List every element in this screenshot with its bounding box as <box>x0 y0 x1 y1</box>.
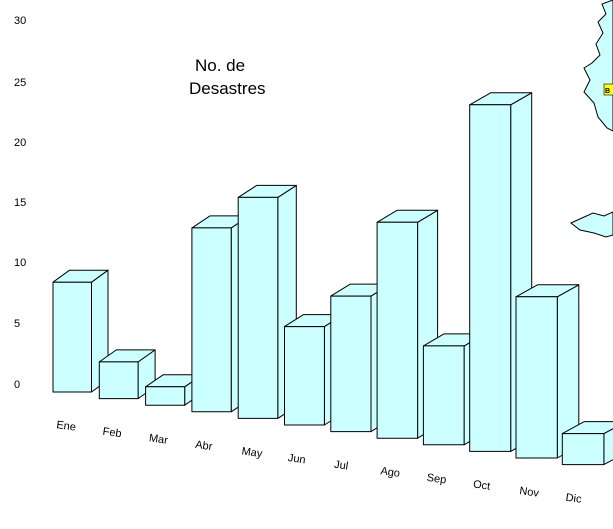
x-tick-label: Jul <box>333 459 349 473</box>
bar-front-face <box>376 221 419 439</box>
y-axis-tick-labels: 0 5 10 15 20 25 30 <box>14 15 26 391</box>
bar-front-face <box>330 295 372 433</box>
bar-series <box>52 92 613 466</box>
bar-front-face <box>561 433 605 466</box>
bar-ene <box>52 269 109 393</box>
y-tick-label: 25 <box>14 77 26 89</box>
chart-title-line-2: Desastres <box>189 79 266 98</box>
bar-front-face <box>98 361 139 400</box>
chart-title-line-1: No. de <box>195 56 245 75</box>
y-tick-label: 5 <box>14 318 20 330</box>
bar-front-face <box>469 104 512 452</box>
bar-may <box>237 184 297 419</box>
chart-title: No. de Desastres <box>189 56 266 98</box>
bar-front-face <box>52 281 92 393</box>
x-tick-label: Sep <box>426 472 447 487</box>
y-tick-label: 15 <box>14 197 26 209</box>
y-tick-label: 10 <box>14 257 26 269</box>
map-label-box <box>603 83 613 96</box>
x-tick-label: May <box>241 445 264 460</box>
bar-front-face <box>422 345 465 446</box>
map-fragment: B <box>570 0 613 238</box>
bar-front-face <box>191 227 232 413</box>
map-landmass-upper <box>583 0 613 132</box>
y-tick-label: 20 <box>14 137 26 149</box>
x-tick-label: Mar <box>148 432 169 447</box>
x-tick-label: Ago <box>380 465 401 480</box>
bar-front-face <box>237 196 279 419</box>
y-tick-label: 30 <box>14 15 26 27</box>
x-axis-tick-labels: Ene Feb Mar Abr May Jun Jul Ago Sep Oct Nov Dic <box>56 419 583 506</box>
x-tick-label: Jun <box>287 452 306 466</box>
bar-feb <box>98 349 156 400</box>
bar-dic <box>561 421 613 466</box>
y-tick-label: 0 <box>14 379 20 391</box>
map-label: B <box>605 88 610 95</box>
bar-front-face <box>515 296 558 459</box>
x-tick-label: Oct <box>472 478 491 492</box>
bar-front-face <box>145 386 186 406</box>
x-tick-label: Abr <box>194 439 213 453</box>
x-tick-label: Ene <box>56 419 77 434</box>
map-landmass-lower <box>570 211 613 238</box>
bar-nov <box>515 284 580 459</box>
x-tick-label: Feb <box>102 426 122 441</box>
x-tick-label: Dic <box>565 492 583 506</box>
x-tick-label: Nov <box>519 485 541 500</box>
bar-front-face <box>284 326 325 426</box>
